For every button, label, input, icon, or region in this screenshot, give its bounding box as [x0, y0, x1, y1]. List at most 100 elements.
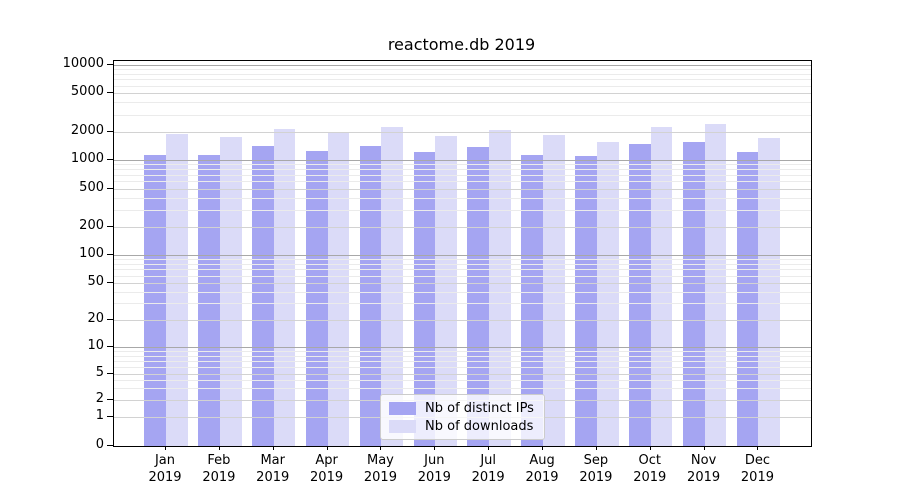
x-tick-label-feb: Feb 2019: [202, 453, 236, 485]
x-tick-label-jun: Jun 2019: [417, 453, 451, 485]
bar-distinct-ips-sep: [575, 156, 597, 446]
y-tick-label: 0: [95, 437, 104, 452]
y-tick-mark: [107, 416, 113, 417]
gridline-decade: [114, 254, 811, 256]
bar-downloads-jan: [166, 134, 188, 446]
y-tick-mark: [107, 282, 113, 283]
x-tick-mark: [757, 446, 759, 450]
x-tick-mark: [165, 446, 166, 450]
gridline-minor: [114, 74, 811, 75]
x-tick-label-nov: Nov 2019: [687, 453, 721, 485]
x-tick-label-dec: Dec 2019: [740, 453, 774, 485]
gridline-minor: [114, 258, 811, 260]
x-tick-mark: [218, 446, 220, 450]
x-tick-label-jul: Jul 2019: [471, 453, 505, 485]
x-tick-label-apr: Apr 2019: [310, 453, 344, 485]
x-tick-mark: [542, 446, 544, 450]
gridline-decade: [114, 347, 811, 348]
y-tick-mark: [107, 346, 113, 347]
gridline-minor: [114, 355, 811, 357]
y-tick-label: 10: [87, 338, 104, 353]
y-tick-mark: [107, 226, 113, 227]
y-tick-mark: [107, 253, 113, 255]
gridline-minor: [114, 269, 811, 271]
x-tick-label-sep: Sep 2019: [579, 453, 613, 485]
y-tick-mark: [107, 92, 113, 93]
gridline-minor: [114, 379, 811, 381]
gridline-minor: [114, 102, 811, 104]
y-tick-label: 5000: [70, 84, 104, 99]
gridline-minor: [114, 114, 811, 116]
x-tick-mark: [380, 446, 382, 450]
x-tick-mark: [595, 446, 597, 450]
y-tick-label: 20: [87, 310, 104, 326]
legend-swatch-downloads: [389, 419, 416, 433]
y-tick-label: 50: [87, 274, 104, 289]
y-tick-mark: [107, 318, 113, 320]
gridline-minor: [114, 174, 811, 176]
gridline-minor: [114, 168, 811, 170]
x-tick-mark: [272, 446, 274, 450]
bar-distinct-ips-may: [359, 145, 382, 446]
bar-distinct-ips-dec: [736, 152, 759, 446]
y-tick-mark: [107, 188, 113, 189]
gridline-minor: [114, 388, 811, 390]
bar-downloads-sep: [596, 141, 619, 446]
gridline-major: [114, 189, 811, 190]
bar-downloads-mar: [273, 128, 296, 446]
x-tick-label-mar: Mar 2019: [256, 453, 290, 485]
y-tick-label: 5: [95, 364, 104, 380]
bar-downloads-oct: [650, 126, 673, 446]
x-tick-mark: [649, 446, 651, 450]
bar-downloads-nov: [704, 123, 727, 446]
legend-item-distinct-ips: Nb of distinct IPs: [389, 399, 536, 417]
y-tick-mark: [107, 372, 113, 374]
gridline-decade: [114, 159, 811, 161]
gridline-minor: [114, 198, 811, 200]
gridline-major: [114, 319, 811, 321]
legend-swatch-distinct-ips: [389, 401, 416, 415]
y-tick-label: 1: [95, 408, 104, 423]
gridline-minor: [114, 360, 811, 362]
legend: Nb of distinct IPs Nb of downloads: [380, 394, 545, 440]
bar-downloads-may: [381, 126, 404, 446]
gridline-minor: [114, 163, 811, 165]
y-tick-mark: [107, 399, 113, 400]
gridline-minor: [114, 263, 811, 265]
gridline-minor: [114, 210, 811, 212]
gridline-major: [114, 373, 811, 375]
gridline-minor: [114, 79, 811, 81]
chart-title: reactome.db 2019: [387, 35, 536, 54]
bar-distinct-ips-mar: [252, 146, 274, 446]
y-tick-mark: [107, 445, 113, 446]
bar-downloads-feb: [219, 137, 242, 446]
x-tick-label-may: May 2019: [363, 453, 397, 485]
y-tick-mark: [107, 158, 113, 160]
gridline-major: [114, 93, 811, 94]
x-tick-mark: [488, 446, 490, 450]
x-tick-mark: [326, 446, 328, 450]
gridline-decade: [114, 65, 811, 66]
legend-label-distinct-ips: Nb of distinct IPs: [425, 400, 534, 416]
y-tick-label: 10000: [62, 56, 104, 71]
gridline-minor: [114, 291, 811, 293]
bar-downloads-dec: [758, 137, 781, 446]
y-tick-label: 2: [95, 391, 104, 406]
gridline-minor: [114, 69, 811, 71]
bar-distinct-ips-jun: [413, 152, 436, 446]
y-tick-label: 100: [79, 245, 104, 261]
y-tick-label: 2000: [70, 123, 104, 138]
bar-distinct-ips-nov: [682, 142, 705, 446]
gridline-minor: [114, 181, 811, 183]
gridline-major: [114, 132, 811, 133]
legend-item-downloads: Nb of downloads: [389, 417, 536, 435]
gridline-major: [114, 227, 811, 228]
gridline-major: [114, 283, 811, 284]
y-tick-mark: [107, 131, 113, 132]
bar-downloads-apr: [327, 133, 350, 446]
y-tick-label: 500: [79, 180, 104, 195]
bar-downloads-aug: [543, 134, 565, 446]
bar-downloads-jun: [435, 135, 457, 446]
gridline-minor: [114, 275, 811, 277]
x-tick-label-jan: Jan 2019: [148, 453, 182, 485]
